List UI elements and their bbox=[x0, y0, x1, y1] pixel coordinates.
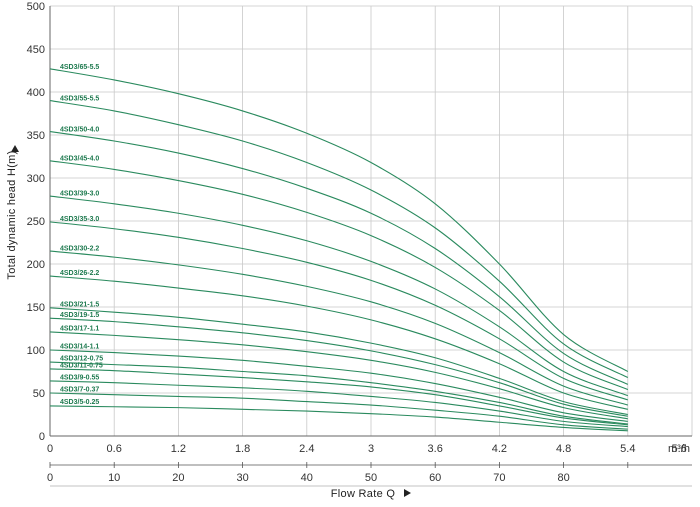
x-tick-label: 1.8 bbox=[235, 443, 250, 455]
curve-label: 4SD3/21-1.5 bbox=[60, 302, 99, 309]
curve-label: 4SD3/26-2.2 bbox=[60, 270, 99, 277]
x-unit-label: m³/h bbox=[668, 443, 690, 455]
x-tick-label: 0.6 bbox=[107, 443, 122, 455]
y-tick-label: 50 bbox=[33, 388, 45, 400]
curve-label: 4SD3/11-0.75 bbox=[60, 362, 103, 369]
performance-curve bbox=[49, 131, 629, 385]
curve-label: 4SD3/5-0.25 bbox=[60, 399, 99, 406]
y-axis-title: Total dynamic head H(m) bbox=[6, 150, 18, 279]
performance-curve bbox=[49, 250, 628, 406]
y-tick-label: 250 bbox=[27, 216, 45, 228]
x-tick-label: 3.6 bbox=[428, 443, 443, 455]
performance-curve bbox=[49, 68, 629, 372]
performance-curve bbox=[49, 317, 628, 417]
secondary-x-tick-label: 0 bbox=[47, 472, 53, 484]
y-tick-label: 450 bbox=[27, 44, 45, 56]
secondary-x-tick-label: 30 bbox=[236, 472, 248, 484]
y-tick-label: 400 bbox=[27, 87, 45, 99]
curve-label: 4SD3/7-0.37 bbox=[60, 386, 99, 393]
x-tick-label: 4.8 bbox=[556, 443, 571, 455]
secondary-x-tick-label: 20 bbox=[172, 472, 184, 484]
performance-curve bbox=[49, 380, 628, 428]
secondary-x-tick-label: 10 bbox=[108, 472, 120, 484]
secondary-x-tick-label: 40 bbox=[301, 472, 313, 484]
performance-curve bbox=[49, 331, 628, 420]
grid-lines bbox=[49, 5, 693, 437]
x-tick-label: 5.6 bbox=[672, 443, 687, 455]
curve-labels: 4SD3/65-5.5 4SD3/55-5.5 4SD3/50-4.0 4SD3/45… bbox=[60, 64, 103, 406]
secondary-x-tick-label: 80 bbox=[557, 472, 569, 484]
curve-label: 4SD3/50-4.0 bbox=[60, 126, 99, 133]
curve-label: 4SD3/30-2.2 bbox=[60, 245, 99, 252]
performance-curve bbox=[49, 392, 628, 430]
curve-label: 4SD3/39-3.0 bbox=[60, 191, 99, 198]
y-tick-label: 300 bbox=[27, 173, 45, 185]
performance-curve bbox=[49, 361, 628, 425]
y-tick-label: 350 bbox=[27, 130, 45, 142]
performance-curve bbox=[49, 349, 628, 422]
y-axis-arrow-icon bbox=[11, 145, 19, 152]
curve-label: 4SD3/17-1.1 bbox=[60, 326, 99, 333]
y-tick-label: 100 bbox=[27, 345, 45, 357]
performance-curves bbox=[49, 68, 629, 432]
curve-label: 4SD3/9-0.55 bbox=[60, 374, 99, 381]
x-tick-label: 2.4 bbox=[299, 443, 314, 455]
performance-curve bbox=[49, 275, 628, 410]
x-tick-label: 1.2 bbox=[171, 443, 186, 455]
curve-label: 4SD3/35-3.0 bbox=[60, 216, 99, 223]
x-tick-label: 5.4 bbox=[620, 443, 635, 455]
x-tick-label: 0 bbox=[47, 443, 53, 455]
y-tick-label: 150 bbox=[27, 302, 45, 314]
x-axis-arrow-icon bbox=[404, 489, 411, 497]
curve-label: 4SD3/65-5.5 bbox=[60, 64, 99, 71]
curve-label: 4SD3/45-4.0 bbox=[60, 156, 99, 163]
y-tick-label: 500 bbox=[27, 1, 45, 13]
performance-curve bbox=[49, 195, 628, 397]
curve-label: 4SD3/19-1.5 bbox=[60, 312, 99, 319]
y-tick-label: 0 bbox=[39, 431, 45, 443]
x-tick-label: 3 bbox=[368, 443, 374, 455]
performance-curve bbox=[49, 100, 629, 379]
secondary-x-tick-label: 50 bbox=[365, 472, 377, 484]
curve-label: 4SD3/55-5.5 bbox=[60, 96, 99, 103]
performance-curve bbox=[49, 405, 628, 432]
x-axis-title: Flow Rate Q bbox=[331, 488, 396, 500]
axes bbox=[49, 6, 692, 487]
performance-curve bbox=[49, 221, 628, 401]
secondary-x-tick-label: 60 bbox=[429, 472, 441, 484]
x-tick-label: 4.2 bbox=[492, 443, 507, 455]
curve-label: 4SD3/14-1.1 bbox=[60, 344, 99, 351]
y-tick-label: 200 bbox=[27, 259, 45, 271]
curve-label: 4SD3/12-0.75 bbox=[60, 356, 103, 363]
performance-curve bbox=[49, 160, 629, 391]
performance-curve bbox=[49, 368, 628, 426]
secondary-x-tick-label: 70 bbox=[493, 472, 505, 484]
performance-curve bbox=[49, 307, 628, 416]
